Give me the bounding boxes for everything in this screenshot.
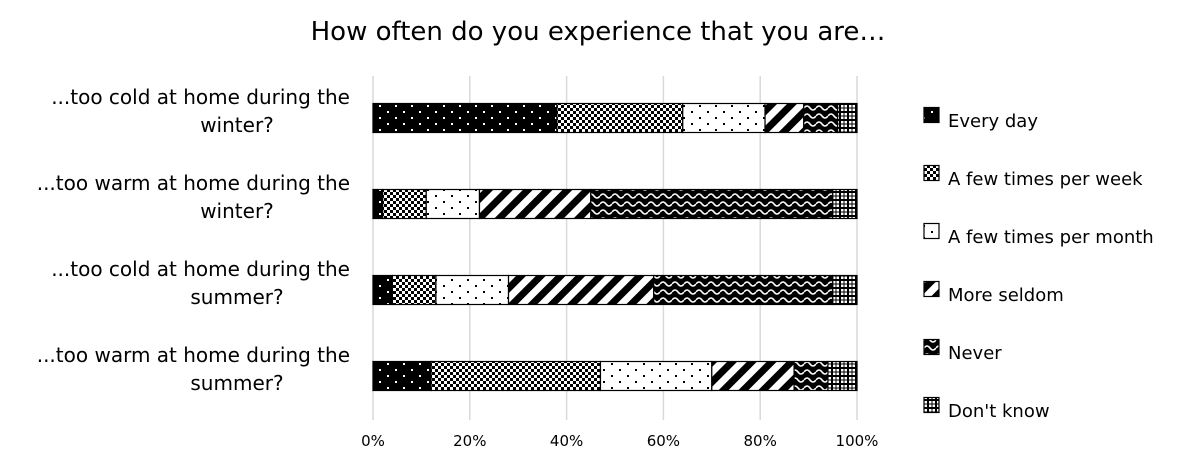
bar-segment: [507, 274, 655, 306]
bar-segment: [803, 102, 839, 134]
category-label: ...too cold at home during the winter?: [51, 85, 350, 137]
bar-segment: [372, 274, 393, 306]
legend-swatch: [923, 222, 940, 240]
legend-label: A few times per month: [948, 227, 1154, 248]
legend-label: More seldom: [948, 285, 1064, 306]
legend-swatch: [923, 106, 940, 124]
x-tick-label: 60%: [647, 432, 680, 450]
bar-segment: [793, 360, 829, 392]
bar-segment: [391, 274, 437, 306]
x-tick-label: 20%: [453, 432, 486, 450]
bar-segment: [653, 274, 834, 306]
legend-label: Every day: [948, 111, 1038, 132]
bar-segment: [832, 274, 858, 306]
bar-segment: [599, 360, 713, 392]
bar-segment: [372, 102, 558, 134]
x-tick-label: 100%: [836, 432, 879, 450]
legend-swatch: [923, 338, 940, 356]
bar-segment: [682, 102, 766, 134]
legend-label: A few times per week: [948, 169, 1143, 190]
legend-label: Don't know: [948, 401, 1050, 422]
bar-segment: [382, 188, 427, 220]
legend-swatch: [923, 396, 940, 414]
legend-label: Never: [948, 343, 1002, 364]
x-axis-ticks: 0% 20% 40% 60% 80% 100%: [361, 432, 878, 450]
x-tick-label: 40%: [550, 432, 583, 450]
bar-segment: [478, 188, 592, 220]
bar-segment: [372, 360, 432, 392]
bar-segment: [425, 188, 481, 220]
bars: [372, 102, 858, 392]
bar-segment: [711, 360, 795, 392]
chart-title: How often do you experience that you are…: [311, 17, 886, 47]
bar-segment: [430, 360, 602, 392]
x-tick-label: 80%: [744, 432, 777, 450]
legend: Every day A few times per week A few times…: [923, 106, 1154, 422]
x-tick-label: 0%: [361, 432, 385, 450]
bar-segment: [435, 274, 510, 306]
bar-segment: [764, 102, 805, 134]
category-label: ...too cold at home during the summer?: [51, 257, 350, 309]
category-label: ...too warm at home during the winter?: [37, 171, 350, 223]
category-labels: ...too cold at home during the winter?...…: [37, 85, 350, 395]
bar-segment: [837, 102, 858, 134]
category-label: ...too warm at home during the summer?: [37, 343, 350, 395]
legend-swatch: [923, 164, 940, 182]
legend-swatch: [923, 280, 940, 298]
bar-segment: [827, 360, 858, 392]
bar-segment: [832, 188, 858, 220]
bar-segment: [556, 102, 684, 134]
bar-segment: [372, 188, 384, 220]
bar-segment: [590, 188, 834, 220]
